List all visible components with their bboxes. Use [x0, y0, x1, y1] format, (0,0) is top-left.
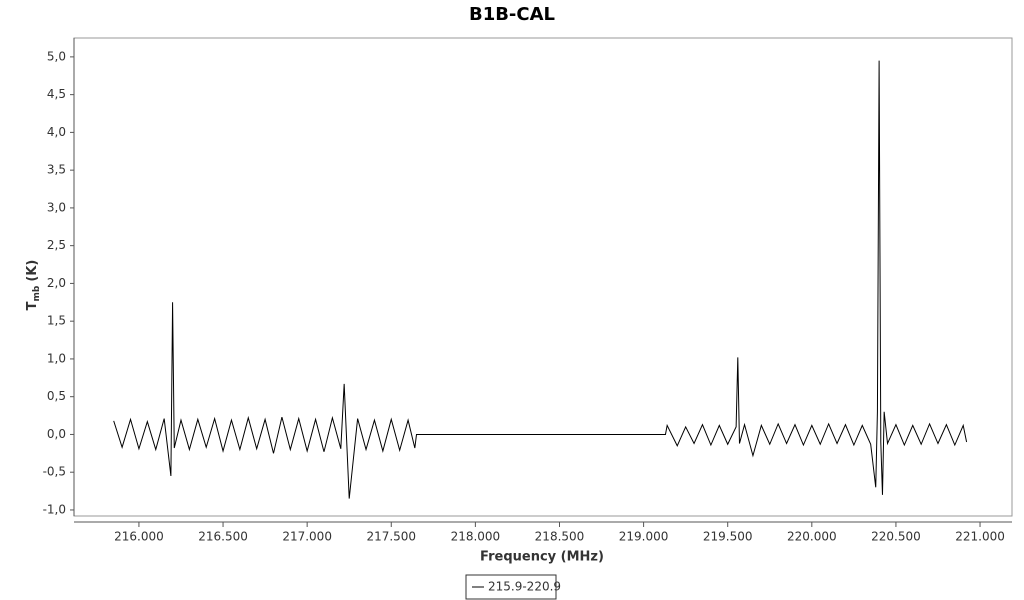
legend-label: 215.9-220.9: [488, 580, 561, 594]
y-tick-label: -1,0: [43, 502, 66, 516]
y-tick-label: 4,5: [47, 87, 66, 101]
y-axis-label: Tmb (K): [25, 260, 42, 311]
x-tick-label: 218.000: [451, 530, 501, 544]
y-label-main: T: [25, 301, 40, 310]
y-tick-label: 3,0: [47, 200, 66, 214]
x-tick-label: 221.000: [955, 530, 1005, 544]
x-tick-label: 216.000: [114, 530, 164, 544]
x-tick-label: 217.000: [282, 530, 332, 544]
x-tick-label: 219.500: [703, 530, 753, 544]
y-tick-label: 0,0: [47, 427, 66, 441]
series-line: [113, 60, 968, 499]
y-tick-label: 2,0: [47, 276, 66, 290]
x-tick-label: 217.500: [366, 530, 416, 544]
y-tick-label: 3,5: [47, 163, 66, 177]
y-tick-label: 1,0: [47, 351, 66, 365]
x-tick-label: 220.000: [787, 530, 837, 544]
x-axis-label: Frequency (MHz): [480, 550, 604, 565]
y-label-sub: mb: [32, 285, 42, 301]
x-tick-label: 219.000: [619, 530, 669, 544]
plot-frame: [73, 37, 1013, 517]
x-tick-label: 218.500: [535, 530, 585, 544]
y-tick-label: 0,5: [47, 389, 66, 403]
y-tick-label: 5,0: [47, 49, 66, 63]
y-label-unit: (K): [25, 260, 40, 282]
y-tick-label: 1,5: [47, 314, 66, 328]
y-tick-label: 4,0: [47, 125, 66, 139]
x-tick-label: 220.500: [871, 530, 921, 544]
chart-title: B1B-CAL: [469, 4, 555, 25]
x-tick-label: 216.500: [198, 530, 248, 544]
y-tick-label: -0,5: [43, 465, 66, 479]
y-tick-label: 2,5: [47, 238, 66, 252]
